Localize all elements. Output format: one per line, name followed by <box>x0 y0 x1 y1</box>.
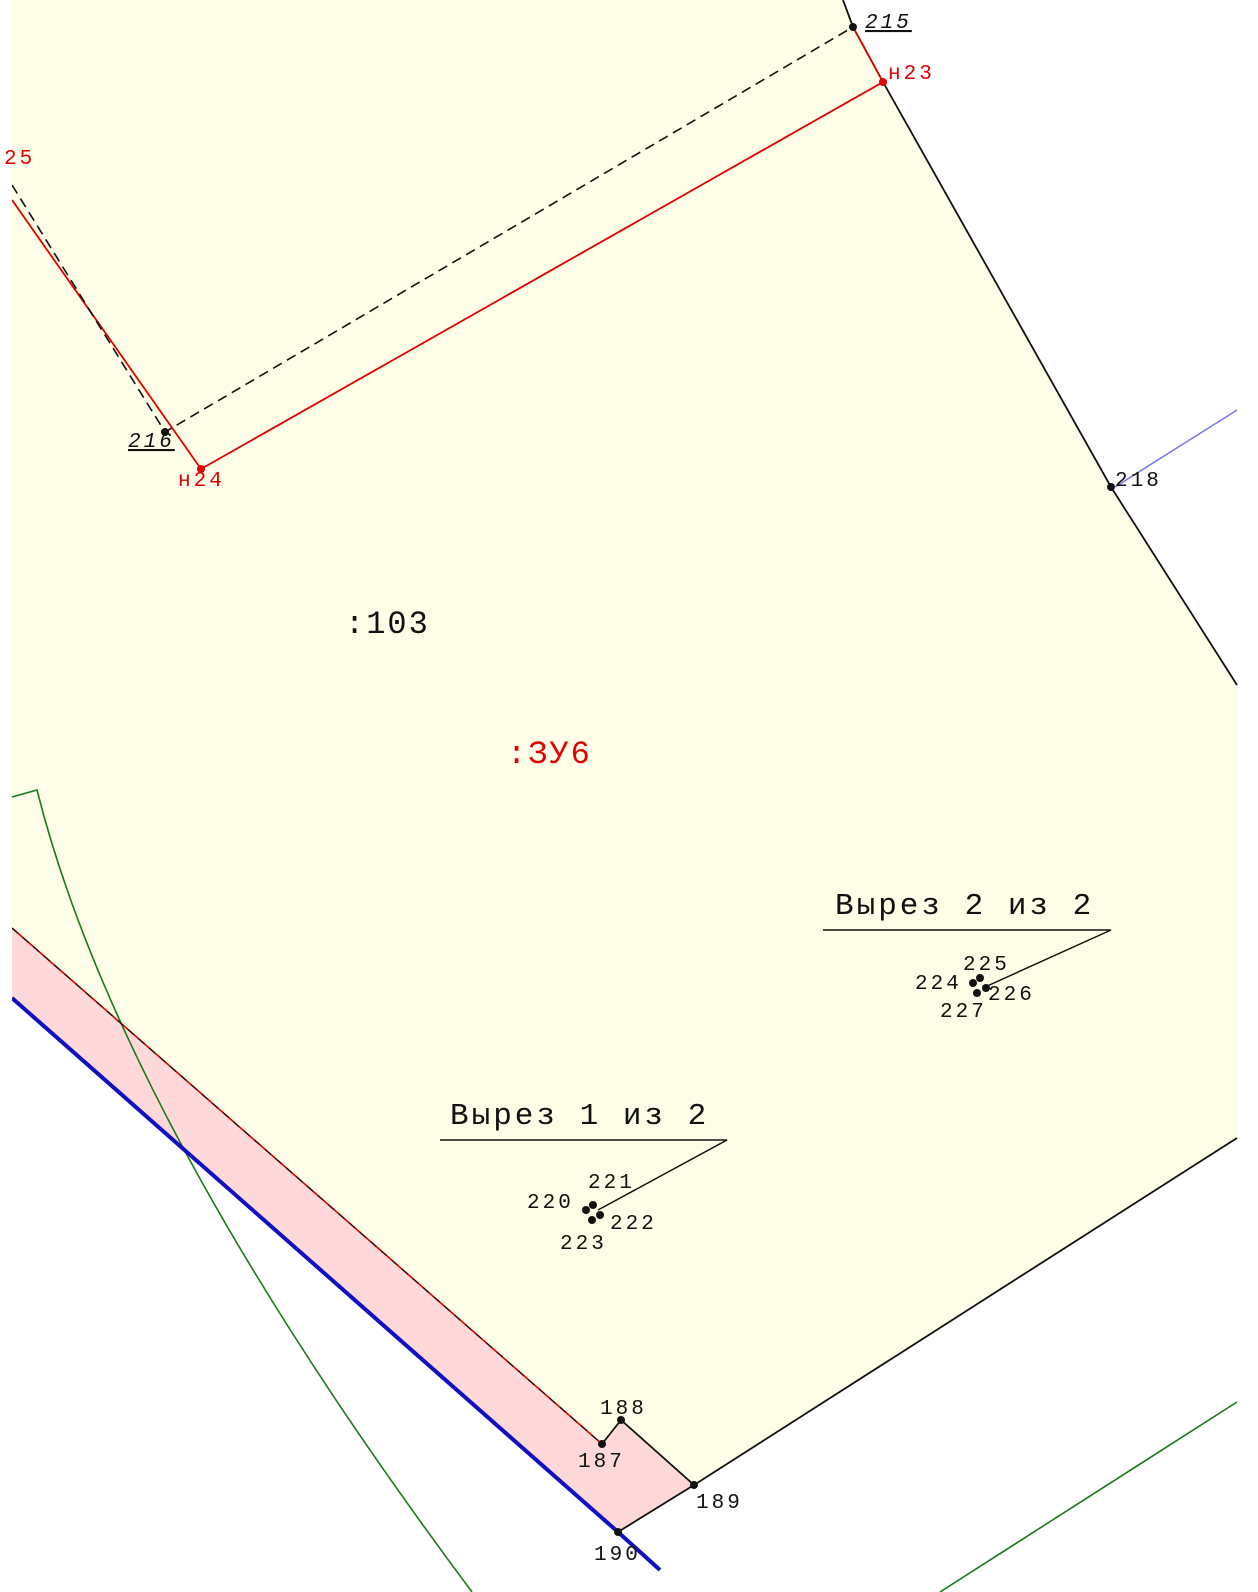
new-point-label: н24 <box>178 470 225 493</box>
new-points <box>197 78 887 473</box>
cutout-title: Вырез 2 из 2 <box>835 889 1094 924</box>
point <box>582 1206 590 1214</box>
point <box>588 1216 596 1224</box>
parcel-label: :ЗУ6 <box>507 736 592 773</box>
point-label: 222 <box>610 1213 657 1236</box>
green-boundary <box>939 1401 1238 1592</box>
parcel-area <box>12 0 1237 1485</box>
cutout-title: Вырез 1 из 2 <box>450 1099 709 1134</box>
strip-area <box>12 928 694 1532</box>
point-label: 226 <box>988 984 1035 1007</box>
point <box>617 1416 625 1424</box>
point <box>982 984 990 992</box>
point <box>598 1440 606 1448</box>
point-label: 220 <box>527 1192 574 1215</box>
blue-boundary <box>1114 409 1238 488</box>
point <box>589 1201 597 1209</box>
point <box>879 78 887 86</box>
parcel-label: :103 <box>345 606 430 643</box>
point <box>197 465 205 473</box>
point <box>614 1528 622 1536</box>
point-label: 223 <box>560 1233 607 1256</box>
new-point-label: н23 <box>888 63 935 86</box>
point-label: 224 <box>915 973 962 996</box>
point <box>596 1211 604 1219</box>
cutout-leader <box>440 1139 728 1211</box>
cutout-leader <box>823 929 1112 988</box>
point-label: 189 <box>696 1492 743 1515</box>
dashed-boundary <box>11 927 603 1445</box>
point-label: 216 <box>128 431 175 454</box>
point-label: 190 <box>594 1544 641 1567</box>
point-label: 188 <box>600 1398 647 1421</box>
point-label: 187 <box>578 1451 625 1474</box>
red-boundary <box>11 26 885 471</box>
point-label: 227 <box>940 1001 987 1024</box>
points <box>161 23 1115 1536</box>
green-boundary <box>11 789 473 1592</box>
point-label: 215 <box>865 12 912 35</box>
point <box>1107 483 1115 491</box>
point <box>161 428 169 436</box>
point-label: 225 <box>963 954 1010 977</box>
point-label: 221 <box>588 1172 635 1195</box>
point <box>969 979 977 987</box>
parcel-boundary <box>617 1484 695 1533</box>
point <box>690 1481 698 1489</box>
parcel-boundary <box>601 1137 1238 1487</box>
point <box>849 23 857 31</box>
point <box>976 974 984 982</box>
point-label: 218 <box>1115 470 1162 493</box>
point <box>973 989 981 997</box>
margin <box>0 0 12 1592</box>
new-point-label: 25 <box>4 148 35 171</box>
